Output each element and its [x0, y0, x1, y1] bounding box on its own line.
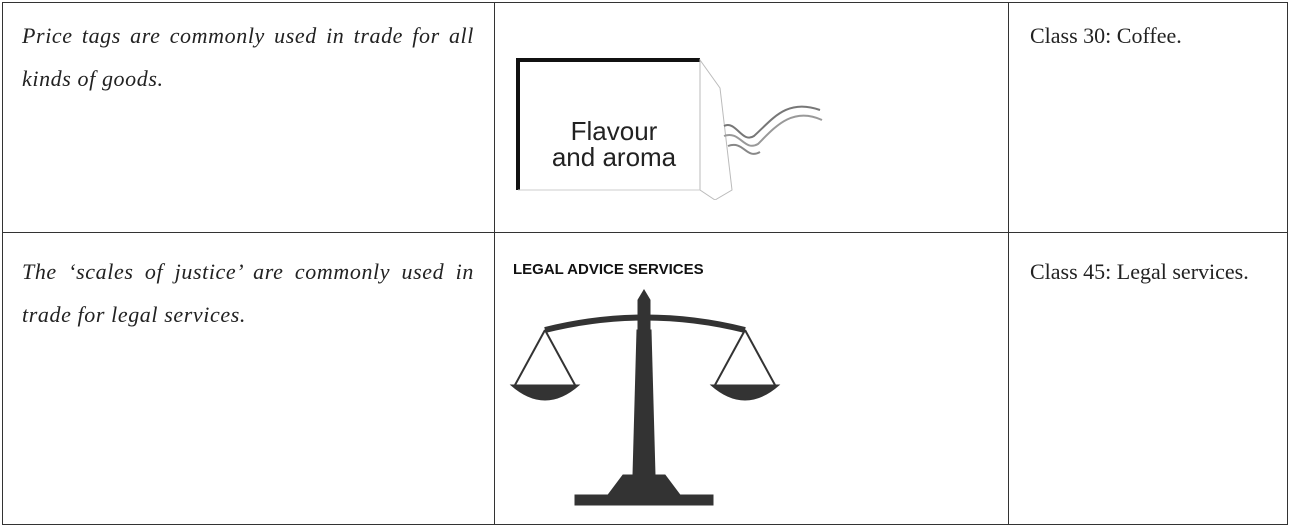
column-divider: [1008, 2, 1009, 525]
row-divider: [2, 232, 1288, 233]
price-tag-image: Flavour and aroma: [516, 58, 823, 200]
description: Price tags are commonly used in trade fo…: [22, 23, 474, 91]
description: The ‘scales of justice’ are commonly use…: [22, 259, 474, 327]
column-divider: [494, 2, 495, 525]
tag-text: Flavour: [571, 116, 658, 146]
class: Class 45: Legal services.: [1030, 259, 1249, 284]
class: Class 30: Coffee.: [1030, 23, 1182, 48]
image-caption: LEGAL ADVICE SERVICES: [513, 261, 704, 278]
tag-text: and aroma: [552, 142, 677, 172]
scales-image: LEGAL ADVICE SERVICES: [509, 261, 781, 506]
